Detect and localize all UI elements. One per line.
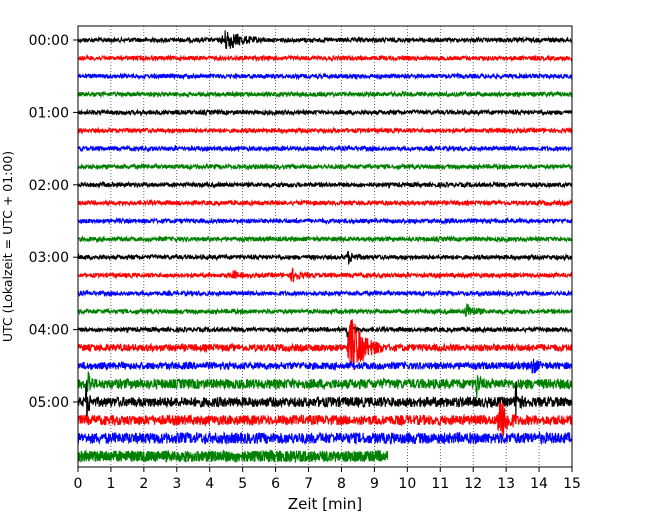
x-axis-ticks: 0 1 2 3 4 5 6 7 8 9 10 11 12 13 14 15: [74, 467, 581, 492]
traces: [77, 30, 573, 464]
x-tick-label: 14: [530, 476, 548, 492]
x-tick-label: 3: [172, 476, 181, 492]
trace-row-15: [77, 303, 573, 318]
x-tick-label: 9: [370, 476, 379, 492]
y-tick-label: 00:00: [29, 33, 69, 49]
x-axis-label: Zeit [min]: [288, 495, 362, 513]
trace-row-2: [77, 72, 573, 81]
trace-row-14: [77, 289, 573, 298]
trace-row-4: [77, 108, 573, 117]
x-tick-label: 10: [398, 476, 416, 492]
x-tick-label: 4: [205, 476, 214, 492]
x-tick-label: 13: [497, 476, 515, 492]
x-tick-label: 5: [238, 476, 247, 492]
trace-row-5: [77, 126, 573, 135]
x-tick-label: 15: [563, 476, 581, 492]
trace-row-13: [77, 267, 573, 283]
x-tick-label: 7: [304, 476, 313, 492]
trace-row-12: [77, 250, 573, 266]
trace-row-21: [77, 401, 573, 437]
trace-row-16: [77, 320, 573, 352]
y-tick-label: 02:00: [29, 178, 69, 194]
trace-row-0: [77, 30, 573, 49]
y-tick-label: 04:00: [29, 323, 69, 339]
trace-row-7: [77, 162, 573, 171]
y-tick-label: 05:00: [29, 395, 69, 411]
trace-row-11: [77, 234, 573, 244]
trace-row-19: [77, 371, 573, 399]
x-tick-label: 11: [431, 476, 449, 492]
x-tick-label: 6: [271, 476, 280, 492]
x-tick-label: 8: [337, 476, 346, 492]
trace-row-1: [77, 54, 573, 63]
y-axis-ticks: 00:00 01:00 02:00 03:00 04:00 05:00: [29, 33, 78, 411]
trace-row-9: [77, 198, 573, 208]
trace-row-6: [77, 144, 573, 153]
y-tick-label: 03:00: [29, 250, 69, 266]
x-tick-label: 2: [139, 476, 148, 492]
trace-row-3: [77, 90, 573, 99]
y-axis-label: UTC (Lokalzeit = UTC + 01:00): [0, 151, 15, 342]
x-tick-label: 0: [74, 476, 83, 492]
trace-row-23: [77, 448, 389, 464]
trace-row-22: [77, 431, 573, 446]
x-tick-label: 12: [464, 476, 482, 492]
trace-row-18: [77, 358, 573, 374]
trace-row-8: [77, 180, 573, 190]
trace-row-10: [77, 216, 573, 226]
x-tick-label: 1: [106, 476, 115, 492]
y-tick-label: 01:00: [29, 105, 69, 121]
trace-row-20: [77, 381, 573, 422]
trace-row-17: [77, 319, 573, 371]
plot-frame: [77, 25, 573, 468]
